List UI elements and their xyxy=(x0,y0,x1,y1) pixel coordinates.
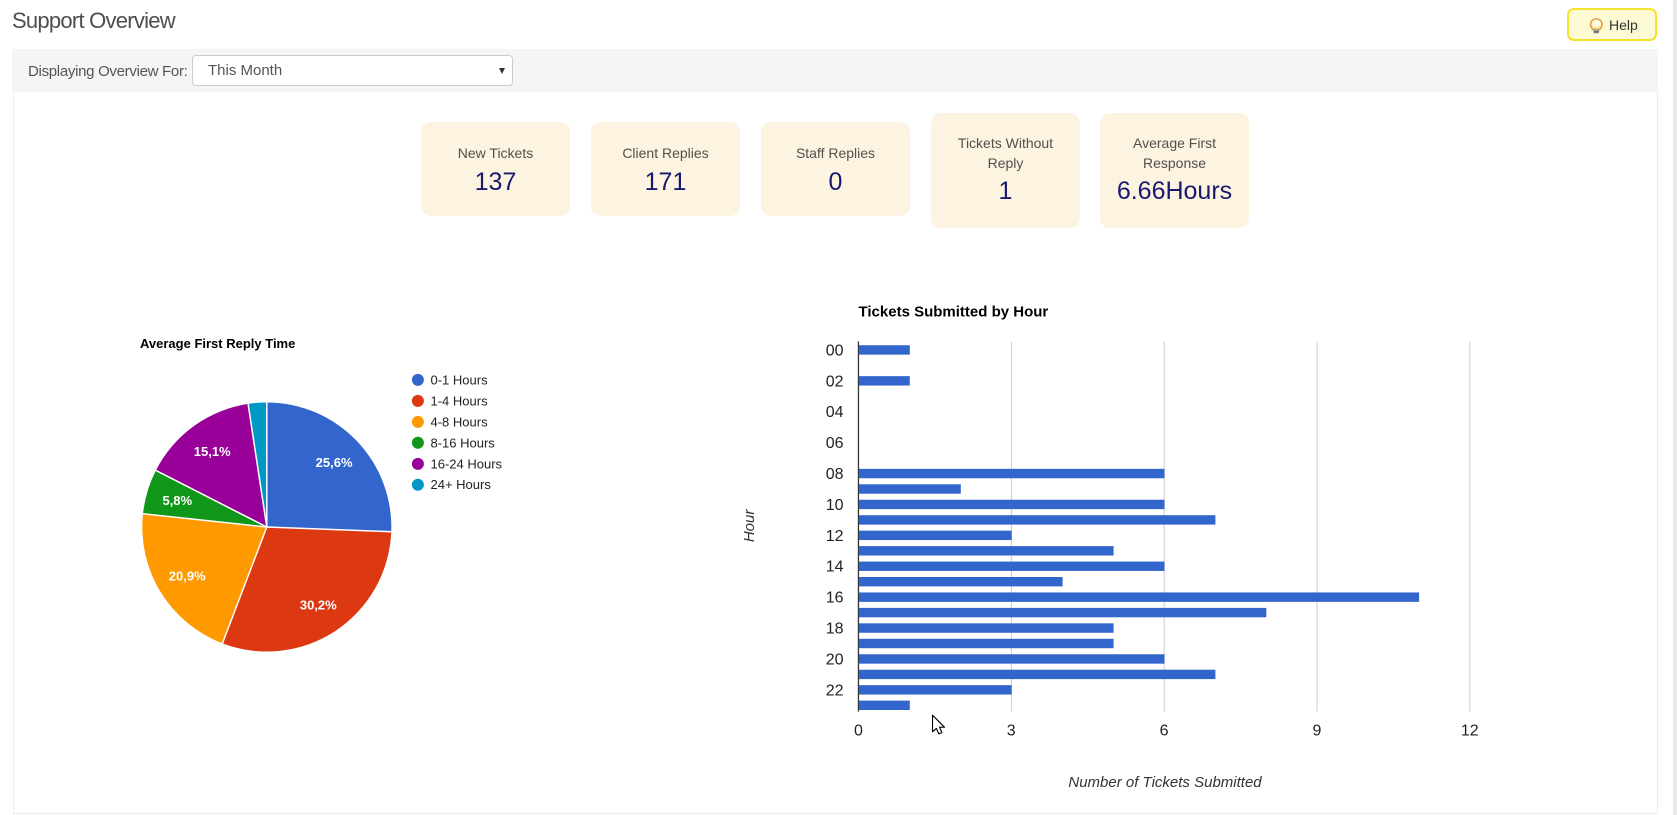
svg-text:6: 6 xyxy=(1160,722,1169,739)
svg-text:10: 10 xyxy=(826,497,844,514)
svg-text:18: 18 xyxy=(826,621,844,638)
svg-text:12: 12 xyxy=(1461,722,1479,739)
svg-text:22: 22 xyxy=(826,682,844,699)
svg-text:9: 9 xyxy=(1312,722,1321,739)
svg-text:Hour: Hour xyxy=(741,509,758,543)
svg-text:14: 14 xyxy=(826,559,844,576)
svg-text:Number of Tickets Submitted: Number of Tickets Submitted xyxy=(1068,774,1262,791)
svg-text:25,6%: 25,6% xyxy=(316,455,353,470)
svg-text:06: 06 xyxy=(826,435,844,452)
svg-text:30,2%: 30,2% xyxy=(300,598,337,613)
svg-text:12: 12 xyxy=(826,528,844,545)
svg-text:Tickets Submitted by Hour: Tickets Submitted by Hour xyxy=(859,303,1049,320)
svg-text:Average First Reply Time: Average First Reply Time xyxy=(140,336,295,351)
svg-text:04: 04 xyxy=(826,404,844,421)
svg-text:5,8%: 5,8% xyxy=(162,493,192,508)
svg-text:0-1 Hours: 0-1 Hours xyxy=(431,372,489,387)
svg-text:8-16 Hours: 8-16 Hours xyxy=(431,435,496,450)
svg-text:1-4 Hours: 1-4 Hours xyxy=(431,393,489,408)
svg-text:20: 20 xyxy=(826,651,844,668)
svg-text:02: 02 xyxy=(826,373,844,390)
svg-text:16: 16 xyxy=(826,590,844,607)
svg-text:16-24 Hours: 16-24 Hours xyxy=(431,456,503,471)
svg-text:3: 3 xyxy=(1007,722,1016,739)
svg-text:08: 08 xyxy=(826,466,844,483)
svg-text:4-8 Hours: 4-8 Hours xyxy=(431,414,489,429)
svg-text:24+ Hours: 24+ Hours xyxy=(431,477,492,492)
svg-text:0: 0 xyxy=(854,722,863,739)
svg-text:15,1%: 15,1% xyxy=(194,444,231,459)
svg-text:20,9%: 20,9% xyxy=(169,568,206,583)
svg-text:00: 00 xyxy=(826,342,844,359)
